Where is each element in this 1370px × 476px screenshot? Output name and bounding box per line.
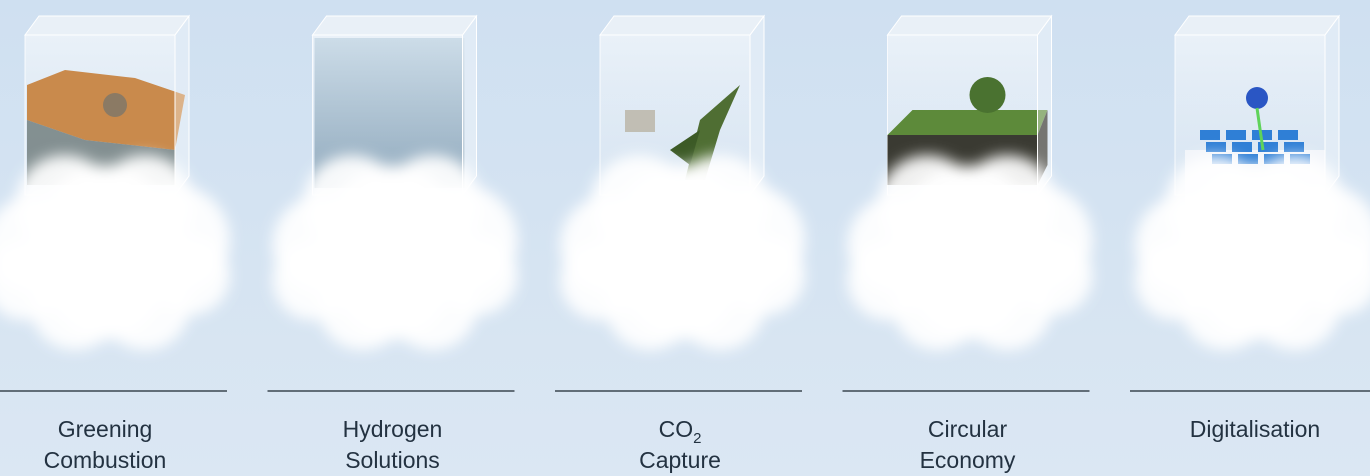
blue-block — [1264, 154, 1284, 164]
card[interactable]: Greening Combustion — [0, 14, 230, 473]
cube-top — [1174, 15, 1340, 36]
cube-top — [24, 15, 190, 36]
cloud-puff — [1250, 260, 1340, 350]
label-subscript: 2 — [693, 430, 701, 447]
blue-block — [1200, 130, 1220, 140]
cloud-puff — [1180, 260, 1270, 350]
blue-block — [1278, 130, 1298, 140]
label: Hydrogen — [343, 416, 443, 442]
card[interactable]: Digitalisation — [1130, 14, 1370, 442]
cube-side — [749, 14, 765, 197]
blue-block — [1258, 142, 1278, 152]
cloud — [272, 155, 518, 350]
soil-side — [1037, 110, 1048, 185]
cloud-puff — [605, 260, 695, 350]
label: Digitalisation — [1190, 416, 1320, 442]
label-text: CO — [659, 416, 694, 442]
blue-flower — [1246, 87, 1268, 109]
blue-block — [1226, 130, 1246, 140]
bush — [969, 77, 1006, 113]
cloud — [847, 155, 1093, 350]
cloud-puff — [892, 260, 983, 350]
card[interactable]: Hydrogen Solutions — [267, 14, 518, 473]
blue-block — [1206, 142, 1226, 152]
label: Capture — [639, 447, 721, 473]
cloud — [560, 155, 805, 350]
label: Circular — [928, 416, 1008, 442]
grass-top — [887, 110, 1048, 135]
pipe — [625, 110, 655, 132]
cube-side — [1324, 14, 1340, 197]
cube-top — [311, 15, 478, 36]
label: Combustion — [44, 447, 167, 473]
label: Greening — [58, 416, 153, 442]
cloud — [1135, 155, 1370, 350]
label: CO2 — [659, 416, 702, 447]
cube-side — [1037, 14, 1052, 197]
plant-leaf — [670, 130, 700, 165]
cloud-puff — [100, 260, 190, 350]
cloud — [0, 155, 230, 350]
cloud-puff — [387, 260, 478, 350]
terrain-detail — [103, 93, 127, 117]
cloud-puff — [675, 260, 765, 350]
card[interactable]: Circular Economy — [842, 14, 1093, 473]
plant — [685, 85, 740, 180]
cloud-puff — [317, 260, 408, 350]
stem — [1255, 107, 1265, 151]
cube-top — [599, 15, 765, 36]
blue-block — [1284, 142, 1304, 152]
cube-side — [462, 14, 477, 197]
cube-side — [174, 14, 190, 197]
cube-top — [886, 15, 1053, 36]
cloud-puff — [962, 260, 1053, 350]
blue-block — [1238, 154, 1258, 164]
cloud-puff — [30, 260, 120, 350]
label: Solutions — [345, 447, 440, 473]
label: Economy — [920, 447, 1016, 473]
blue-block — [1232, 142, 1252, 152]
